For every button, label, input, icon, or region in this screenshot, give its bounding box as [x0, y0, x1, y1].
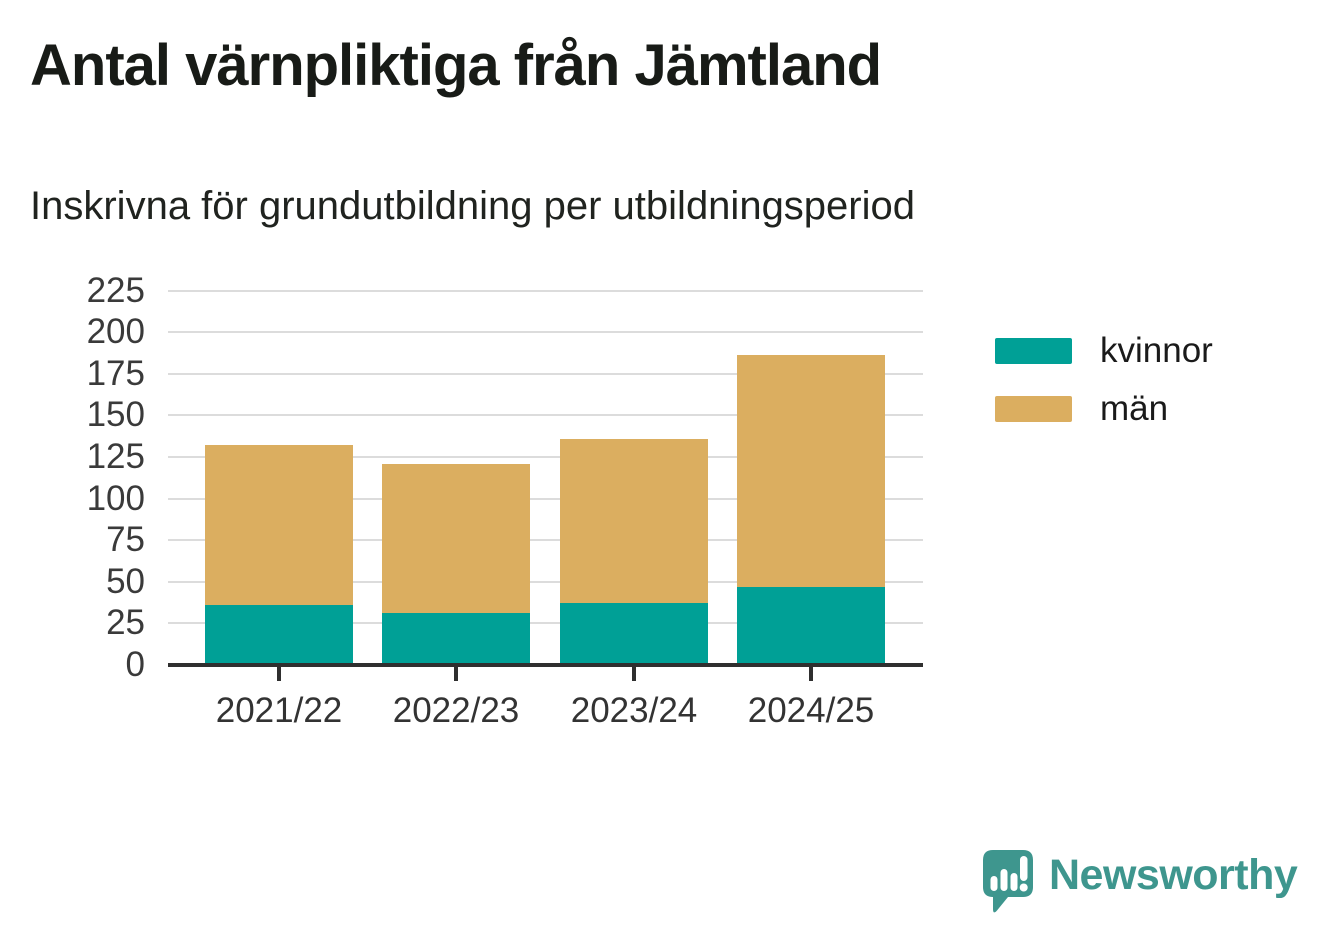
y-axis-label: 150	[86, 395, 145, 435]
chart-subtitle: Inskrivna för grundutbildning per utbild…	[30, 184, 915, 228]
legend-swatch-man	[995, 396, 1072, 422]
x-axis-tick	[454, 667, 458, 681]
x-axis-tick	[277, 667, 281, 681]
y-axis-label: 0	[125, 645, 145, 684]
newsworthy-logo-text: Newsworthy	[1049, 851, 1298, 899]
gridline-225	[168, 289, 923, 292]
y-axis-label: 50	[106, 561, 145, 601]
bar-2021/22-kvinnor	[205, 605, 353, 665]
gridline-175	[168, 372, 923, 375]
legend-label-man: män	[1100, 389, 1169, 428]
newsworthy-logo: Newsworthy	[981, 849, 1298, 924]
y-axis-label: 100	[86, 478, 145, 518]
x-axis-tick	[632, 667, 636, 681]
bar-2024/25-män	[737, 355, 885, 587]
x-axis-line	[168, 663, 923, 667]
y-axis-label: 25	[106, 603, 145, 643]
y-axis-label: 75	[106, 520, 145, 560]
gridline-125	[168, 455, 923, 458]
gridline-75	[168, 539, 923, 542]
bar-2022/23-kvinnor	[382, 613, 530, 665]
newsworthy-speech-bubble-chart-icon	[981, 849, 1035, 924]
chart-title: Antal värnpliktiga från Jämtland	[30, 33, 882, 98]
legend-swatch-kvinnor	[995, 338, 1072, 364]
y-axis-label: 225	[86, 270, 145, 310]
bar-2021/22-män	[205, 445, 353, 606]
bar-2024/25-kvinnor	[737, 586, 885, 665]
bar-2022/23-män	[382, 463, 530, 614]
gridline-200	[168, 331, 923, 334]
y-axis-label: 125	[86, 436, 145, 476]
y-axis-label: 200	[86, 312, 145, 352]
legend-item-man: män	[995, 391, 1213, 427]
x-axis-label: 2024/25	[747, 691, 875, 730]
legend-label-kvinnor: kvinnor	[1100, 331, 1213, 370]
gridline-25	[168, 622, 923, 625]
x-axis-label: 2023/24	[570, 691, 698, 730]
gridline-100	[168, 497, 923, 500]
legend: kvinnor män	[995, 333, 1213, 427]
x-axis-tick	[809, 667, 813, 681]
gridline-50	[168, 580, 923, 583]
y-axis-label: 175	[86, 353, 145, 393]
gridline-150	[168, 414, 923, 417]
bar-2023/24-kvinnor	[560, 603, 708, 665]
legend-item-kvinnor: kvinnor	[995, 333, 1213, 369]
bar-2023/24-män	[560, 438, 708, 604]
x-axis-label: 2021/22	[215, 691, 343, 730]
x-axis-label: 2022/23	[392, 691, 520, 730]
